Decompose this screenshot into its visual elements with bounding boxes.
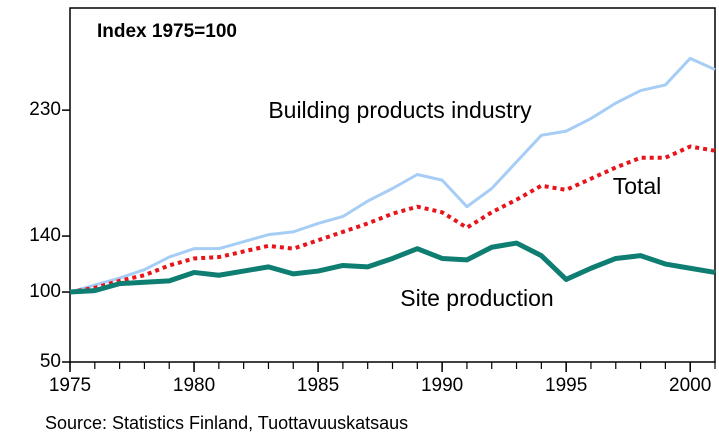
- series-label: Total: [613, 173, 662, 199]
- series-line: [69, 56, 716, 294]
- y-tick-label: 100: [29, 281, 61, 302]
- x-tick-label: 2000: [669, 375, 711, 396]
- series-label: Building products industry: [268, 97, 532, 123]
- x-tick-label: 1990: [421, 375, 463, 396]
- x-tick-label: 1995: [545, 375, 587, 396]
- x-tick-label: 1975: [49, 375, 91, 396]
- chart-subtitle: Index 1975=100: [97, 21, 237, 42]
- source-note: Source: Statistics Finland, Tuottavuuska…: [45, 413, 408, 433]
- y-tick-label: 230: [29, 99, 61, 120]
- y-tick-label: 140: [29, 225, 61, 246]
- series-label: Site production: [400, 285, 553, 311]
- series-line: [69, 240, 716, 295]
- y-tick-label: 50: [40, 351, 61, 372]
- series-line: [69, 144, 716, 295]
- x-tick-label: 1985: [297, 375, 339, 396]
- x-tick-label: 1980: [173, 375, 215, 396]
